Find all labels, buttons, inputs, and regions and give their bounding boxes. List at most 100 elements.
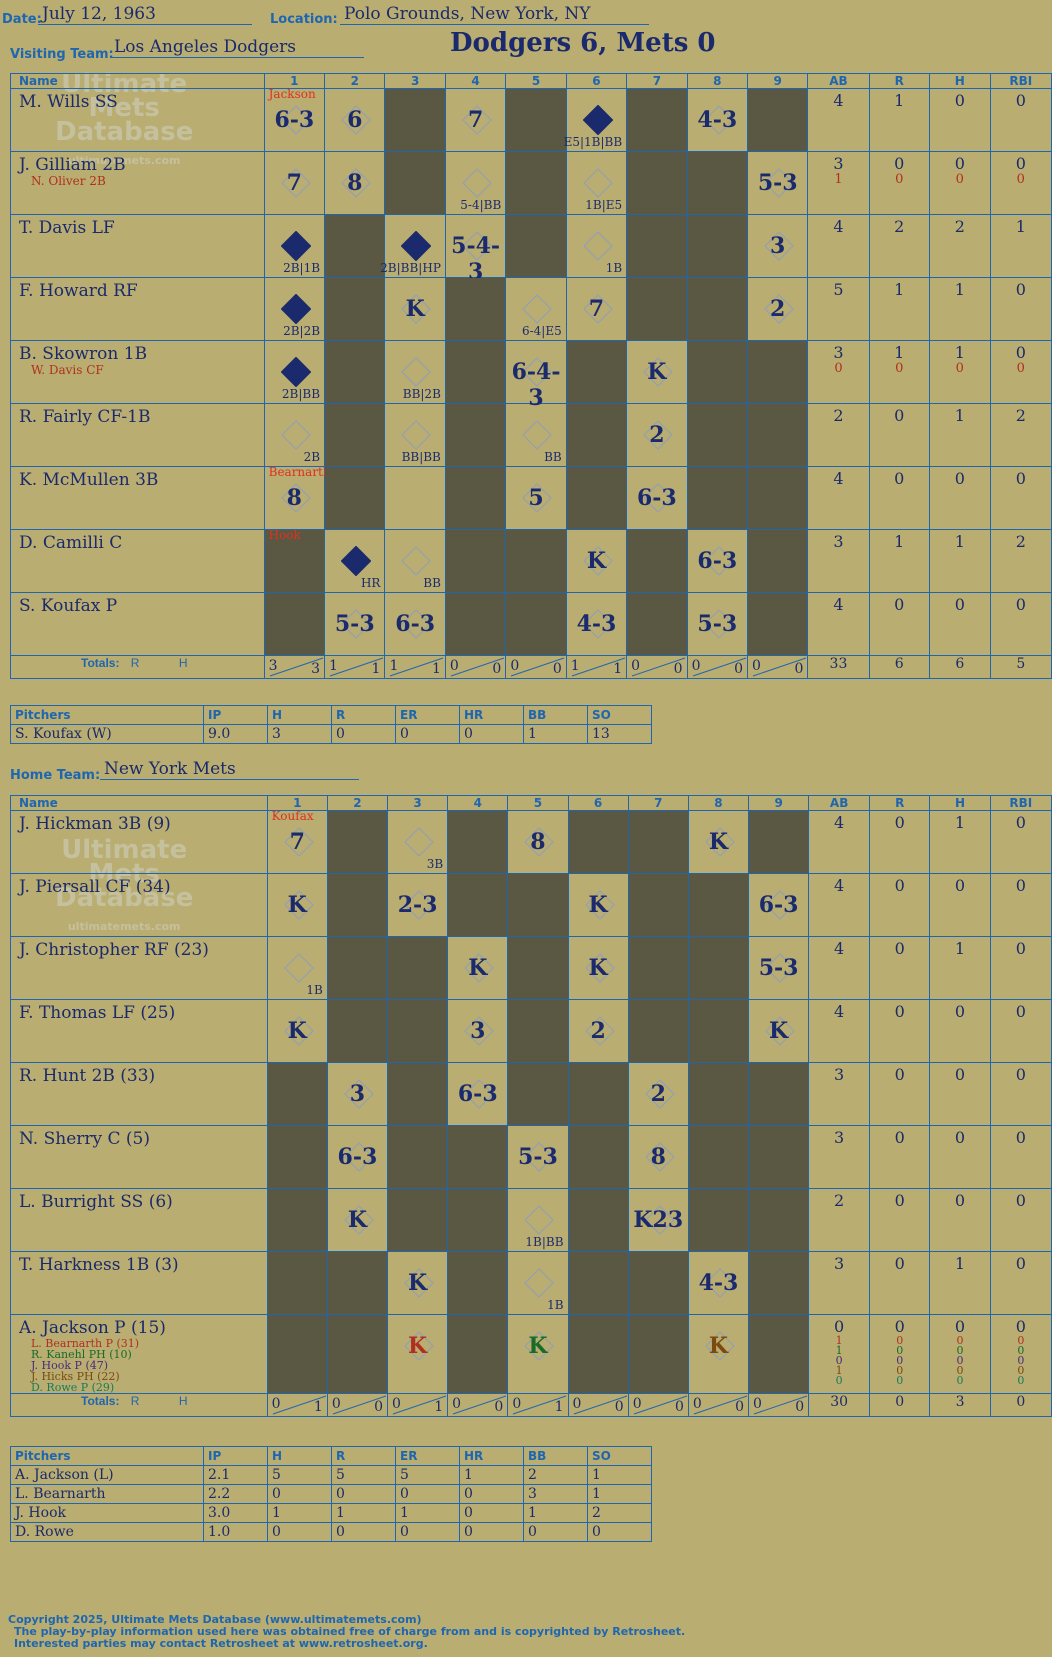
inning-cell: K (266, 873, 328, 937)
batter-cell: J. Piersall CF (34) (10, 873, 268, 937)
inning-header: 4 (447, 795, 509, 811)
base-diamond-icon (341, 609, 371, 639)
pitcher-stat: 0 (395, 1484, 460, 1504)
base-diamond-icon (764, 168, 794, 198)
pitcher-header: ER (395, 1446, 460, 1466)
substitute-stat: 0 (1017, 1334, 1025, 1347)
base-diamond-icon (280, 168, 311, 198)
date-value: July 12, 1963 (38, 4, 252, 25)
base-diamond-icon (283, 827, 314, 857)
play-result: K (528, 1333, 548, 1359)
base-diamond-icon (705, 1331, 735, 1361)
batter-stat: 0 (929, 999, 991, 1063)
base-diamond-icon (462, 105, 492, 135)
pitcher-stat: 0 (267, 1522, 332, 1542)
inning-cell: 3 (447, 999, 509, 1063)
play-result: E5|1B|BB (563, 135, 623, 149)
play-result: 6-3 (758, 892, 799, 918)
inning-cell: 7 (444, 88, 507, 152)
batter-cell: S. Koufax P (10, 592, 265, 656)
play-result: 2B|BB|HP (380, 261, 441, 275)
inning-cell (326, 873, 389, 937)
base-diamond-icon (404, 827, 434, 857)
inning-cell (324, 466, 386, 530)
batter-name: J. Hickman 3B (9) (19, 814, 171, 834)
pitcher-stat: 13 (587, 724, 652, 744)
play-result: K (708, 1333, 728, 1359)
stat-total: 30 (808, 1393, 871, 1417)
pitcher-row: L. Bearnarth 2.2 0 0 0 0 3 1 (10, 1484, 652, 1504)
play-result: 2 (649, 422, 665, 448)
stat-header: H (929, 795, 991, 811)
batter-name: K. McMullen 3B (19, 470, 159, 490)
substitute-stat: 1 (835, 1344, 843, 1357)
pitcher-header: ER (395, 705, 460, 725)
base-diamond-icon (283, 953, 314, 983)
inning-cell (444, 277, 507, 341)
inning-cell (505, 151, 567, 215)
inning-cell (447, 810, 509, 874)
pitcher-stat: 3.0 (203, 1503, 268, 1523)
inning-cell: 6-3 (384, 592, 446, 656)
pitcher-change-tag: Jackson (268, 87, 316, 101)
inning-cell: 2B|BB|HP (380, 214, 446, 278)
inning-cell: HR (324, 529, 386, 593)
inning-cell: 2 (567, 999, 629, 1063)
batter-stat: 1 (989, 214, 1052, 278)
play-result: 2B|BB (281, 387, 321, 401)
play-result: 2B|1B (283, 261, 321, 275)
inning-cell: K (626, 340, 688, 404)
base-diamond-icon (522, 357, 553, 387)
batter-stat: 0 (989, 936, 1052, 1000)
stat-total: 6 (929, 655, 991, 679)
footer-line: Copyright 2025, Ultimate Mets Database (… (8, 1613, 422, 1626)
substitute-stat: 0 (834, 361, 843, 376)
inning-cell (447, 1125, 509, 1189)
batter-stat: 0 (929, 1125, 991, 1189)
inning-cell (746, 340, 809, 404)
name-header: Name (10, 795, 268, 811)
batter-stat: 1 (929, 403, 991, 467)
inning-header: 5 (505, 73, 567, 89)
batter-stat: 0 (869, 1125, 931, 1189)
batter-stat: 0 (929, 88, 991, 152)
batter-stat: 2 (989, 529, 1052, 593)
base-diamond-icon (404, 1268, 434, 1298)
inning-cell: 7 (263, 151, 326, 215)
substitute-name: L. Bearnarth P (31) (31, 1337, 140, 1350)
batter-cell: J. Gilliam 2B N. Oliver 2B (10, 151, 265, 215)
pitcher-stat: 1.0 (203, 1522, 268, 1542)
substitute-stat: 0 (835, 1374, 843, 1387)
inning-cell: 6-3 (748, 873, 810, 937)
batter-row: F. Howard RF 2B|2B K 6-4|E5 7 2 5 1 1 0 (10, 277, 1052, 341)
visiting-label: Visiting Team: (10, 47, 114, 62)
base-diamond-icon (524, 1142, 555, 1172)
base-diamond-icon (643, 483, 673, 513)
footer-line: Interested parties may contact Retroshee… (14, 1637, 428, 1650)
inning-cell (263, 592, 326, 656)
inning-cell (447, 1188, 509, 1252)
pitcher-row: S. Koufax (W) 9.0 3 0 0 0 1 13 (10, 724, 652, 744)
substitute-stat: 0 (1016, 361, 1025, 376)
inning-cell (687, 1188, 750, 1252)
inning-cell (444, 592, 507, 656)
base-diamond-icon (341, 546, 372, 576)
base-diamond-icon (583, 231, 613, 261)
stat-header: AB (807, 73, 870, 89)
substitute-name: D. Rowe P (29) (31, 1381, 115, 1394)
play-result: HR (360, 576, 381, 590)
play-result: 1B|BB (525, 1235, 564, 1249)
play-result: 6-3 (337, 1144, 378, 1170)
base-diamond-icon (404, 890, 434, 920)
pitcher-row: D. Rowe 1.0 0 0 0 0 0 0 (10, 1522, 652, 1542)
stat-total: 0 (869, 1393, 931, 1417)
inning-cell (447, 1251, 509, 1315)
inning-header: 6 (567, 795, 629, 811)
inning-cell: 6-4|E5 (505, 277, 567, 341)
base-diamond-icon (522, 483, 553, 513)
play-result: K (408, 1333, 428, 1359)
